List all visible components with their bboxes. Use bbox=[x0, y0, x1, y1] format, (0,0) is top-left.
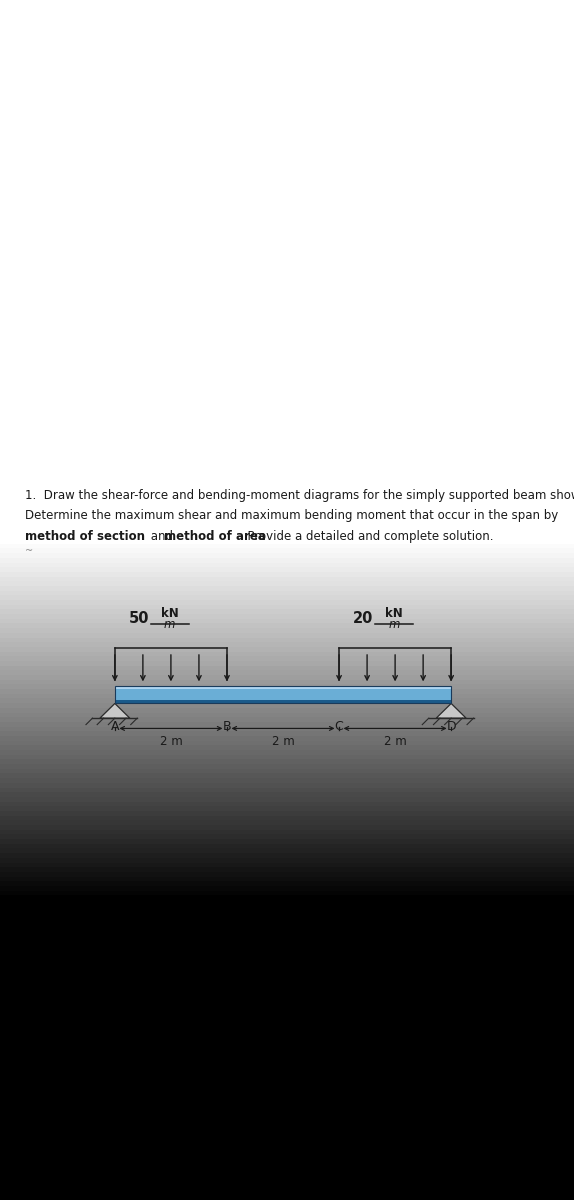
Text: 1.  Draw the shear-force and bending-moment diagrams for the simply supported be: 1. Draw the shear-force and bending-mome… bbox=[25, 488, 574, 502]
Text: 50: 50 bbox=[129, 611, 149, 625]
Text: A: A bbox=[111, 720, 119, 733]
Text: m: m bbox=[164, 618, 176, 631]
Text: 2 m: 2 m bbox=[160, 734, 183, 748]
Text: C: C bbox=[335, 720, 343, 733]
Bar bbox=[115, 685, 451, 689]
Text: method of area: method of area bbox=[164, 530, 266, 542]
Polygon shape bbox=[100, 703, 130, 718]
Bar bbox=[115, 685, 451, 703]
Text: kN: kN bbox=[385, 607, 403, 619]
Text: ~: ~ bbox=[25, 546, 33, 556]
Text: 20: 20 bbox=[353, 611, 374, 625]
Text: 2 m: 2 m bbox=[272, 734, 294, 748]
Bar bbox=[115, 701, 451, 703]
Text: and: and bbox=[148, 530, 177, 542]
Text: 2 m: 2 m bbox=[384, 734, 406, 748]
Text: m: m bbox=[388, 618, 400, 631]
Text: method of section: method of section bbox=[25, 530, 145, 542]
Bar bbox=[115, 689, 451, 701]
Text: . Provide a detailed and complete solution.: . Provide a detailed and complete soluti… bbox=[239, 530, 493, 542]
Polygon shape bbox=[436, 703, 466, 718]
Text: D: D bbox=[447, 720, 456, 733]
Text: kN: kN bbox=[161, 607, 179, 619]
Text: Determine the maximum shear and maximum bending moment that occur in the span by: Determine the maximum shear and maximum … bbox=[25, 509, 559, 522]
Text: B: B bbox=[223, 720, 231, 733]
